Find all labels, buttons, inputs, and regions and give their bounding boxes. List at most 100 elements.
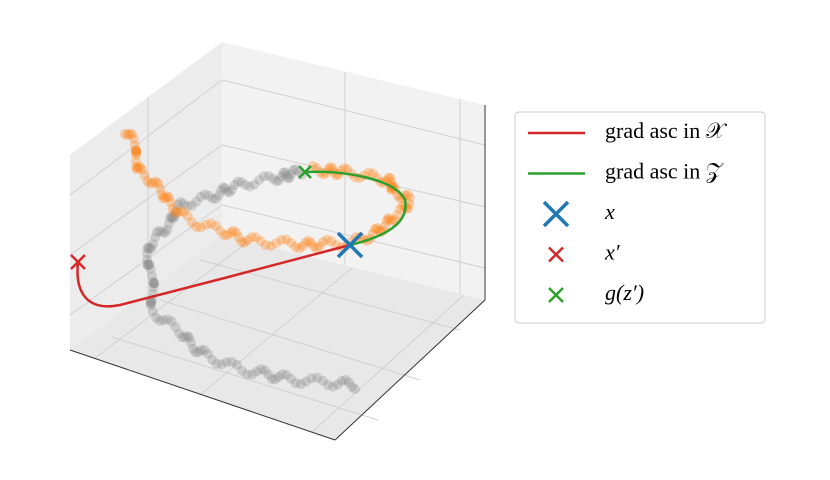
legend-marker — [542, 200, 570, 228]
point — [188, 343, 199, 354]
point — [290, 164, 301, 175]
point — [323, 379, 334, 390]
point — [137, 164, 148, 175]
legend-label: grad asc in 𝒵 — [605, 159, 724, 184]
point — [199, 189, 210, 200]
point — [383, 213, 394, 224]
point — [131, 146, 142, 157]
point — [256, 364, 267, 375]
point — [263, 369, 274, 380]
point — [247, 369, 258, 380]
point — [219, 229, 230, 240]
point — [157, 227, 168, 238]
point — [321, 234, 332, 245]
point — [158, 193, 169, 204]
point — [182, 211, 193, 222]
axes-3d — [69, 42, 486, 441]
point — [233, 232, 244, 243]
point — [389, 214, 400, 225]
point — [178, 206, 189, 217]
point — [332, 379, 343, 390]
point — [265, 240, 276, 251]
point — [143, 242, 154, 253]
point — [260, 240, 271, 251]
point — [175, 197, 186, 208]
point — [297, 241, 308, 252]
point — [308, 241, 319, 252]
paths — [70, 165, 407, 308]
point — [142, 243, 153, 254]
point — [263, 170, 274, 181]
point — [306, 373, 317, 384]
point — [193, 347, 204, 358]
point — [215, 226, 226, 237]
point — [207, 193, 218, 204]
point — [145, 178, 156, 189]
point — [162, 224, 173, 235]
point — [199, 345, 210, 356]
point — [373, 225, 384, 236]
point — [239, 237, 250, 248]
point — [226, 356, 237, 367]
point — [242, 369, 253, 380]
point — [278, 167, 289, 178]
point — [246, 232, 257, 243]
point — [145, 264, 156, 275]
point — [182, 201, 193, 212]
x-prime-marker — [70, 254, 86, 270]
legend-frame — [514, 111, 766, 324]
point — [231, 359, 242, 370]
point — [131, 149, 142, 160]
legend-label: x — [604, 199, 615, 224]
point — [154, 225, 165, 236]
point — [162, 191, 173, 202]
point — [271, 176, 282, 187]
point — [134, 162, 145, 173]
point — [276, 234, 287, 245]
point — [148, 282, 159, 293]
point — [145, 297, 156, 308]
point — [165, 213, 176, 224]
point — [142, 254, 153, 265]
point — [150, 176, 161, 187]
point — [286, 237, 297, 248]
point — [131, 161, 142, 172]
point — [225, 227, 236, 238]
point — [142, 176, 153, 187]
point — [178, 198, 189, 209]
point — [143, 259, 154, 270]
point — [154, 315, 165, 326]
point — [185, 337, 196, 348]
legend-label: x′ — [604, 240, 621, 265]
point — [204, 190, 215, 201]
point — [166, 211, 177, 222]
point — [148, 278, 159, 289]
point — [182, 331, 193, 342]
point — [160, 192, 171, 203]
point — [387, 216, 398, 227]
point — [195, 191, 206, 202]
point — [249, 179, 260, 190]
point — [195, 222, 206, 233]
point — [180, 332, 191, 343]
point — [273, 371, 284, 382]
point — [175, 206, 186, 217]
point — [229, 179, 240, 190]
point — [170, 322, 181, 333]
point — [167, 212, 178, 223]
point — [350, 384, 360, 394]
point — [186, 217, 197, 228]
point — [343, 377, 354, 388]
point — [207, 354, 218, 365]
point — [147, 270, 158, 281]
point — [303, 235, 314, 246]
point — [186, 200, 197, 211]
point — [284, 172, 295, 183]
point — [285, 373, 296, 384]
point — [290, 241, 301, 252]
point — [242, 235, 253, 246]
point — [326, 236, 337, 247]
point — [251, 232, 262, 243]
point — [196, 345, 207, 356]
